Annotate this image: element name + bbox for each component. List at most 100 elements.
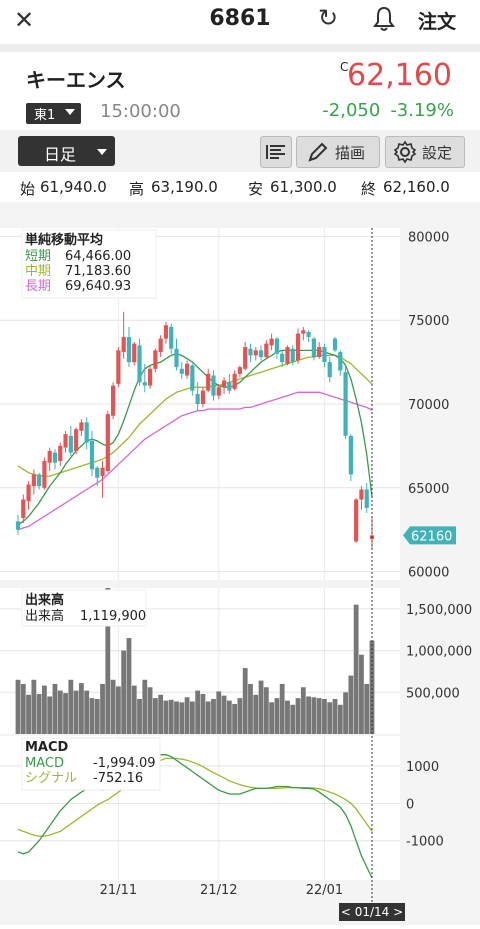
volume-tick-label: 500,000 [406, 686, 460, 701]
cursor-date-badge[interactable] [339, 903, 405, 921]
candle [121, 336, 126, 353]
volume-bar [343, 692, 348, 734]
candle [232, 373, 237, 389]
list-icon [266, 145, 285, 159]
candle [216, 387, 221, 396]
candle [311, 338, 316, 358]
volume-bar [126, 638, 132, 734]
candle [111, 385, 116, 416]
volume-tick-label: 1,500,000 [406, 603, 472, 618]
candle [79, 422, 84, 431]
candle [63, 434, 68, 448]
volume-bar [263, 687, 269, 734]
close-icon[interactable]: ✕ [14, 6, 35, 34]
sma-legend-value: 71,183.60 [65, 264, 131, 279]
settings-button[interactable]: 設定 [385, 136, 465, 168]
price-tick-label: 65000 [408, 482, 449, 497]
candle [301, 330, 306, 334]
period-select[interactable]: 日足 [18, 136, 115, 166]
reload-icon[interactable]: ↻ [318, 4, 339, 32]
volume-bar [327, 702, 333, 734]
candle [31, 474, 36, 487]
candle [68, 435, 73, 453]
candle [190, 365, 195, 391]
candle [179, 368, 184, 374]
candle [348, 435, 353, 475]
volume-bar [31, 679, 37, 734]
pencil-icon [308, 142, 328, 162]
volume-bar [158, 694, 164, 734]
volume-bar [110, 679, 116, 734]
volume-bar [364, 683, 370, 734]
candle [153, 350, 158, 369]
volume-bar [311, 697, 317, 734]
volume-legend-title: 出来高 [25, 592, 64, 608]
top-bar: ✕ 6861 ↻ 注文 [0, 0, 480, 40]
macd-tick-label: 0 [406, 797, 414, 812]
volume-bar [105, 588, 111, 734]
volume-bar [226, 700, 232, 734]
volume-bar [36, 693, 42, 734]
volume-bar [248, 683, 253, 734]
bell-icon[interactable] [372, 5, 396, 33]
volume-bar [295, 698, 301, 734]
volume-bar [47, 696, 53, 734]
volume-bar [174, 701, 179, 734]
volume-bar [269, 702, 275, 734]
sma-mid-line [17, 354, 373, 477]
volume-bar [290, 704, 296, 734]
volume-bar [322, 698, 327, 734]
macd-line [17, 750, 373, 879]
candle [280, 353, 285, 363]
volume-bar [179, 702, 185, 734]
volume-bar [348, 675, 354, 734]
chart-area[interactable]: 80000 75000 70000 65000 60000 62160 単純移動平均 短期 64… [0, 202, 480, 925]
sma-long-line [17, 391, 373, 531]
candle [100, 467, 105, 477]
candle [253, 350, 258, 356]
current-price: 62,160 [347, 58, 452, 93]
volume-bar [279, 683, 285, 734]
volume-bar [20, 683, 26, 734]
order-button[interactable]: 注文 [418, 11, 457, 33]
volume-bar [258, 680, 264, 734]
price-tick-label: 70000 [408, 398, 449, 413]
x-tick-label: 21/11 [100, 883, 137, 898]
volume-bar [163, 700, 169, 734]
macd-legend-value: -752.16 [93, 771, 143, 786]
price-tick-label: 80000 [408, 230, 449, 245]
exchange-select[interactable]: 東1 [26, 103, 82, 124]
volume-bar [211, 698, 216, 734]
macd-tick-label: 1000 [406, 760, 439, 775]
price-tick-label: 60000 [408, 566, 449, 581]
volume-bar [73, 690, 79, 734]
sma-legend-label: 短期 [25, 249, 51, 264]
high-label: 高 [129, 180, 145, 198]
macd-signal-line [17, 757, 373, 837]
volume-bar [89, 698, 95, 734]
volume-bar [189, 701, 195, 734]
volume-bar [142, 679, 148, 734]
candle [269, 338, 274, 346]
period-label: 日足 [44, 145, 77, 164]
sma-legend-label: 長期 [25, 279, 51, 294]
candle [264, 343, 269, 358]
volume-bar [306, 696, 311, 734]
draw-button[interactable]: 描画 [296, 136, 380, 168]
volume-bar [100, 683, 105, 734]
volume-bar [369, 640, 375, 734]
candle [200, 390, 206, 404]
candle [132, 343, 137, 363]
candle [163, 325, 169, 339]
sma-legend-title: 単純移動平均 [25, 232, 103, 248]
sma-legend-label: 中期 [25, 264, 51, 279]
candle [354, 499, 359, 542]
indicator-list-button[interactable] [260, 136, 292, 168]
candle [52, 452, 58, 463]
volume-bar [237, 698, 243, 734]
gear-icon [393, 140, 417, 164]
sma-legend-value: 69,640.93 [65, 279, 131, 294]
candle [274, 338, 279, 354]
stock-summary: キーエンス 東1 15:00:00 C 62,160 -2,050 -3.19% [8, 56, 472, 128]
